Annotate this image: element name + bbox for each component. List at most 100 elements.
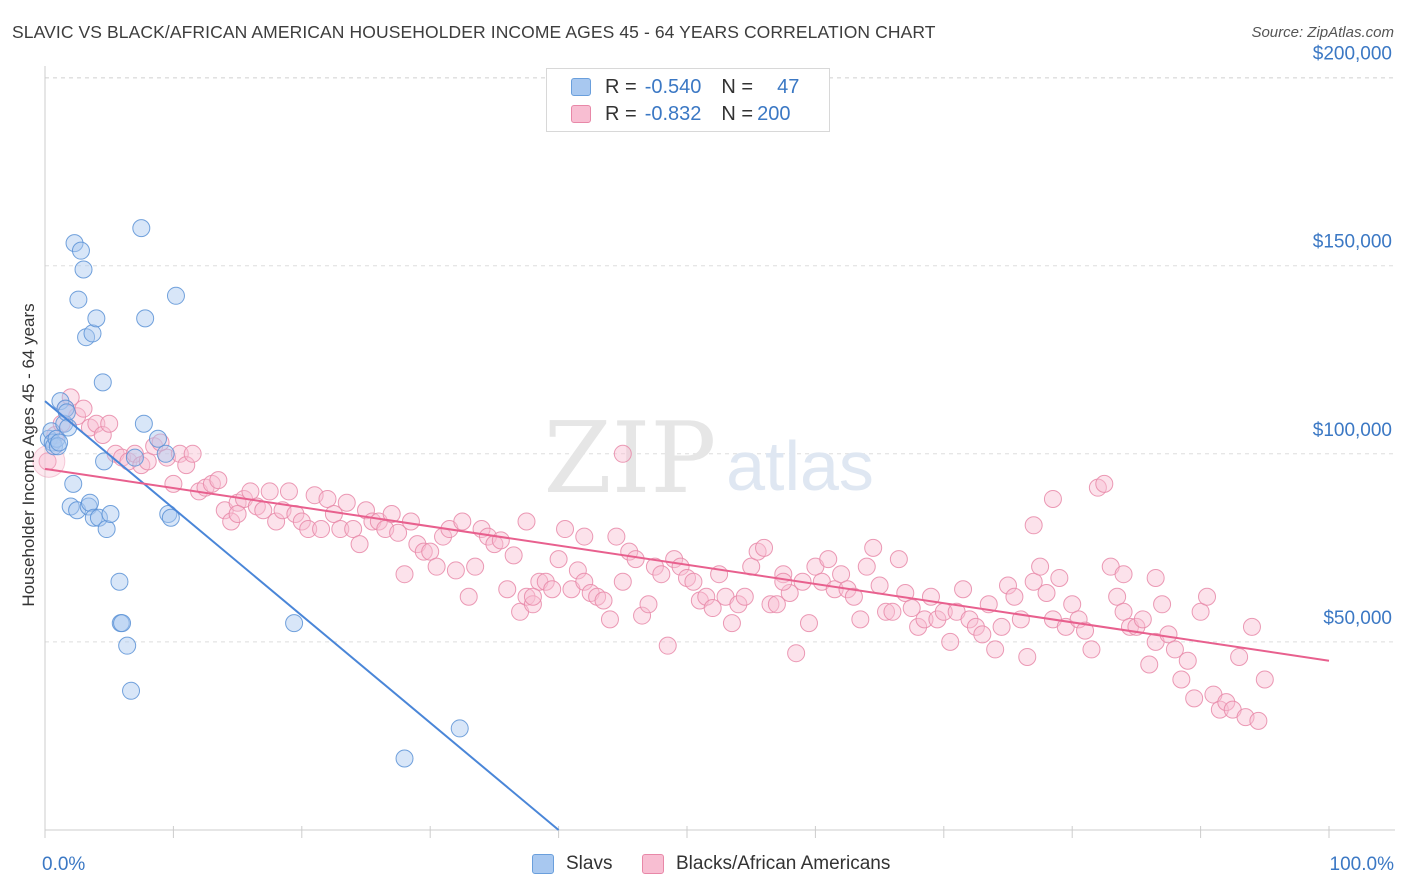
data-point (110, 572, 129, 591)
data-point (1172, 670, 1191, 689)
data-point (851, 610, 870, 629)
legend-r-label: R = (605, 75, 637, 98)
bottom-legend-swatch-blacks (642, 854, 664, 874)
data-point (1114, 602, 1133, 621)
data-point (787, 644, 806, 663)
data-point (870, 576, 889, 595)
data-point (64, 474, 83, 493)
y-tick-label: $200,000 (1313, 44, 1392, 65)
data-point (517, 512, 536, 531)
watermark: ZIP atlas (544, 402, 874, 516)
data-point (992, 617, 1011, 636)
data-point (122, 681, 141, 700)
data-point (401, 512, 420, 531)
data-point (966, 617, 985, 636)
data-point (1005, 587, 1024, 606)
data-point (132, 219, 151, 238)
data-point (414, 542, 433, 561)
data-point (166, 286, 185, 305)
data-point (318, 489, 337, 508)
data-point (1076, 621, 1095, 640)
legend-r-value: -0.832 (644, 102, 702, 125)
data-point (337, 493, 356, 512)
data-point (780, 584, 799, 602)
y-tick-label: $100,000 (1313, 420, 1392, 441)
legend-n-label: N = (721, 102, 754, 125)
data-point (350, 535, 369, 554)
data-point (1095, 474, 1114, 493)
gridlines (45, 77, 1395, 643)
data-point (1210, 700, 1229, 719)
data-point (902, 599, 921, 618)
legend: R = -0.540 N = 47 R = -0.832 N = 200 (546, 68, 830, 132)
data-point (825, 580, 844, 599)
data-point (69, 290, 88, 309)
data-point (986, 640, 1005, 659)
data-point (87, 414, 106, 433)
data-point (170, 444, 189, 463)
axes (44, 66, 1395, 838)
data-point (883, 602, 902, 621)
legend-r-label: R = (605, 102, 637, 125)
data-point (735, 587, 754, 606)
data-point (498, 580, 517, 599)
data-point (459, 587, 478, 606)
data-point (93, 426, 112, 444)
data-point (61, 388, 80, 407)
data-point (954, 580, 973, 599)
data-point (613, 444, 632, 463)
legend-r-value: -0.540 (644, 75, 702, 98)
data-point (74, 399, 93, 418)
data-point (83, 324, 102, 343)
y-axis-label: Householder Income Ages 45 - 64 years (19, 303, 38, 606)
data-point (575, 527, 594, 546)
data-point (819, 550, 838, 569)
data-point (774, 572, 793, 591)
data-point (97, 520, 116, 539)
data-point (1159, 625, 1178, 644)
data-point (241, 482, 260, 501)
data-point (703, 599, 722, 618)
data-point (832, 565, 851, 584)
data-point (395, 749, 414, 768)
data-point (161, 508, 180, 527)
data-point (279, 482, 298, 501)
data-point (466, 557, 485, 576)
data-point (607, 527, 626, 546)
data-point (101, 505, 120, 523)
trend-lines (44, 400, 1330, 831)
data-point (941, 632, 960, 651)
data-point (594, 591, 613, 610)
data-point (556, 520, 575, 539)
data-point (523, 587, 542, 606)
watermark-atlas: atlas (726, 427, 874, 505)
data-point (1082, 640, 1101, 659)
data-point (491, 531, 510, 550)
data-point (177, 456, 196, 475)
data-point (453, 512, 472, 531)
data-point (395, 565, 414, 584)
trend-line-blacks (44, 467, 1330, 662)
bottom-legend-swatch-slavs (532, 854, 554, 874)
data-point (344, 520, 363, 539)
data-point (857, 557, 876, 576)
data-point (65, 234, 84, 253)
y-tick-label: $50,000 (1323, 608, 1392, 629)
data-point (134, 414, 153, 433)
data-point (84, 508, 103, 527)
data-point (504, 546, 523, 565)
data-point (523, 595, 542, 614)
data-point (74, 260, 93, 279)
data-point (575, 572, 594, 591)
data-point (382, 505, 401, 523)
data-point (1185, 689, 1204, 708)
data-point (312, 520, 331, 539)
data-point (1108, 587, 1127, 606)
data-point (639, 595, 658, 614)
bottom-legend-blacks: Blacks/African Americans (642, 852, 890, 876)
data-point (1043, 489, 1062, 508)
data-point (71, 241, 90, 260)
data-point (658, 636, 677, 655)
data-point (973, 625, 992, 644)
